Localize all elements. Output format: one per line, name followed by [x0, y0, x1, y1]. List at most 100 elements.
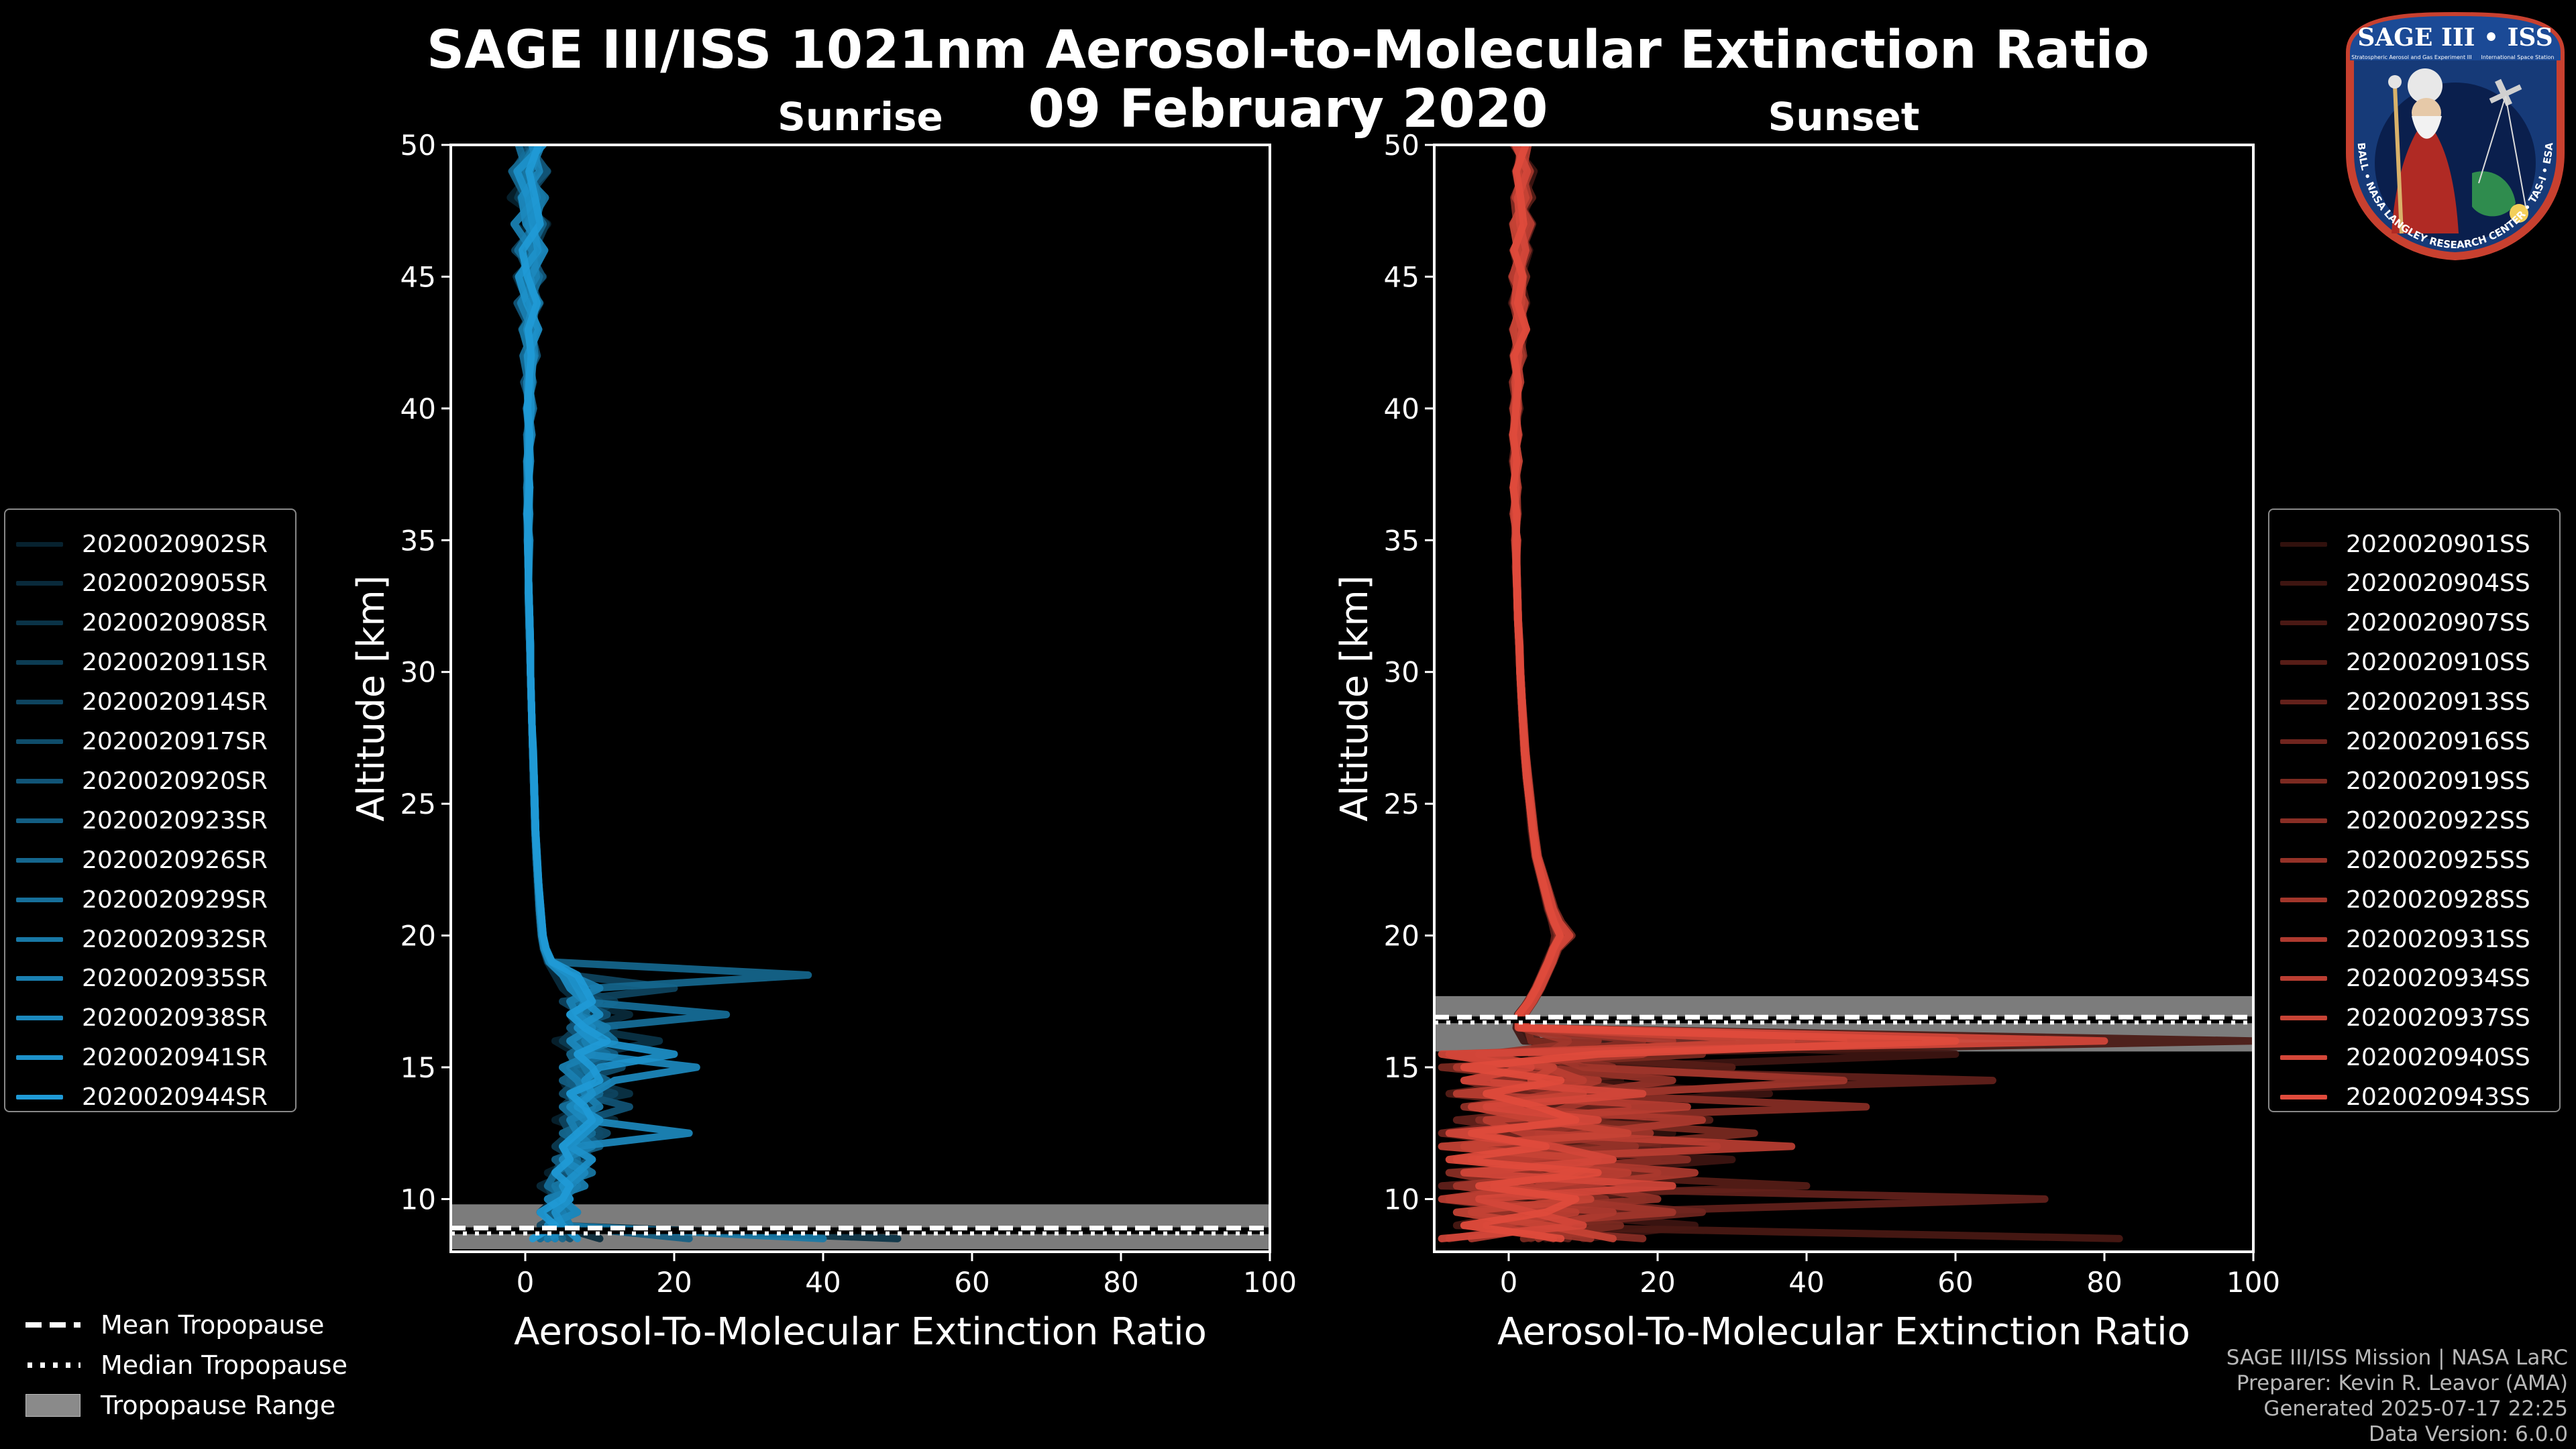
legend-item: 2020020916SS — [2269, 722, 2530, 761]
sunrise-y-tick-label: 50 — [400, 129, 436, 162]
legend-median-tropopause: Median Tropopause — [25, 1345, 347, 1385]
legend-swatch — [16, 1016, 63, 1021]
sunset-x-axis-label: Aerosol-To-Molecular Extinction Ratio — [1497, 1310, 2190, 1354]
legend-item: 2020020917SR — [5, 722, 268, 761]
legend-swatch — [2280, 897, 2327, 902]
legend-swatch — [2280, 700, 2327, 705]
sunset-y-tick-label: 50 — [1384, 129, 1419, 162]
legend-label: 2020020916SS — [2346, 728, 2530, 755]
legend-label: 2020020907SS — [2346, 609, 2530, 637]
legend-item: 2020020910SS — [2269, 643, 2530, 682]
legend-label: 2020020911SR — [82, 649, 268, 677]
sunset-x-tick-label: 40 — [1788, 1266, 1824, 1299]
credit-line: SAGE III/ISS Mission | NASA LaRC — [2226, 1346, 2568, 1370]
legend-item: 2020020940SS — [2269, 1038, 2530, 1077]
legend-swatch — [2280, 1055, 2327, 1061]
sunset-y-tick-label: 30 — [1384, 656, 1419, 689]
legend-swatch — [16, 660, 63, 665]
sunrise-y-tick-label: 40 — [400, 392, 436, 425]
sunrise-y-tick-label: 10 — [400, 1183, 436, 1216]
sage-iii-iss-logo: SAGE III • ISS Stratospheric Aerosol and… — [2346, 12, 2565, 260]
sunset-y-tick-label: 20 — [1384, 920, 1419, 953]
series-line-2020020944SR — [519, 145, 611, 1242]
legend-mean-tropopause: Mean Tropopause — [25, 1305, 347, 1345]
tropopause-legend: Mean Tropopause Median Tropopause Tropop… — [25, 1305, 347, 1426]
legend-label: 2020020923SR — [82, 806, 268, 835]
legend-swatch — [16, 581, 63, 586]
legend-swatch — [2280, 936, 2327, 942]
legend-item: 2020020902SR — [5, 525, 268, 564]
sunset-plot: 0 20 40 60 80 100 10 15 20 25 30 35 40 45 50 Sunset Aero… — [1333, 94, 2280, 1354]
legend-item: 2020020901SS — [2269, 525, 2530, 564]
sunrise-subplot-title: Sunrise — [777, 94, 943, 140]
legend-item: 2020020904SS — [2269, 564, 2530, 603]
legend-swatch — [2280, 1095, 2327, 1100]
legend-item: 2020020911SR — [5, 643, 268, 682]
legend-swatch — [2280, 541, 2327, 547]
legend-swatch — [16, 1095, 63, 1100]
legend-label: 2020020902SR — [82, 530, 268, 558]
legend-label: 2020020920SR — [82, 767, 268, 795]
legend-item: 2020020919SS — [2269, 761, 2530, 800]
legend-tropopause-range: Tropopause Range — [25, 1385, 347, 1426]
sunrise-x-tick-label: 40 — [805, 1266, 841, 1299]
legend-swatch — [2280, 660, 2327, 665]
sunset-y-tick-label: 35 — [1384, 524, 1419, 557]
sunrise-x-axis-label: Aerosol-To-Molecular Extinction Ratio — [514, 1310, 1207, 1354]
legend-item: 2020020907SS — [2269, 604, 2530, 643]
legend-label: 2020020931SS — [2346, 925, 2530, 953]
legend-item: 2020020937SS — [2269, 999, 2530, 1038]
legend-item: 2020020905SR — [5, 564, 268, 603]
legend-item: 2020020920SR — [5, 761, 268, 800]
legend-item: 2020020914SR — [5, 683, 268, 722]
sunrise-x-tick-label: 20 — [656, 1266, 692, 1299]
legend-label: 2020020932SR — [82, 925, 268, 953]
legend-label: 2020020926SR — [82, 846, 268, 874]
legend-swatch — [16, 857, 63, 863]
legend-item: 2020020941SR — [5, 1038, 268, 1077]
legend-swatch — [2280, 581, 2327, 586]
credits: SAGE III/ISS Mission | NASA LaRC Prepare… — [2226, 1345, 2568, 1447]
sunset-x-tick-label: 60 — [1937, 1266, 1973, 1299]
legend-label: 2020020922SS — [2346, 806, 2530, 835]
legend-label: 2020020905SR — [82, 570, 268, 598]
legend-item: 2020020932SR — [5, 920, 268, 959]
series-line-2020020929SR — [514, 145, 731, 1242]
sunrise-y-tick-label: 20 — [400, 920, 436, 953]
legend-label: 2020020928SS — [2346, 885, 2530, 914]
legend-swatch — [2280, 1016, 2327, 1021]
legend-label: 2020020925SS — [2346, 846, 2530, 874]
legend-label: Tropopause Range — [101, 1391, 336, 1420]
legend-swatch — [2280, 818, 2327, 823]
legend-swatch — [2280, 857, 2327, 863]
sunset-subplot-title: Sunset — [1768, 94, 1920, 140]
legend-label: Mean Tropopause — [101, 1310, 325, 1340]
sunset-y-tick-label: 15 — [1384, 1051, 1419, 1084]
sunset-y-tick-label: 25 — [1384, 788, 1419, 820]
legend-item: 2020020925SS — [2269, 841, 2530, 879]
credit-line: Generated 2025-07-17 22:25 — [2263, 1397, 2568, 1421]
legend-swatch — [16, 818, 63, 823]
legend-item: 2020020934SS — [2269, 959, 2530, 998]
sunset-y-tick-label: 10 — [1384, 1183, 1419, 1216]
legend-item: 2020020943SS — [2269, 1078, 2530, 1117]
legend-swatch — [2280, 778, 2327, 784]
legend-item: 2020020926SR — [5, 841, 268, 879]
legend-label: 2020020940SS — [2346, 1044, 2530, 1072]
sunrise-y-tick-label: 35 — [400, 524, 436, 557]
sunset-x-tick-label: 20 — [1640, 1266, 1675, 1299]
legend-swatch — [16, 897, 63, 902]
legend-swatch — [16, 739, 63, 744]
legend-swatch — [16, 976, 63, 981]
sunrise-y-tick-label: 30 — [400, 656, 436, 689]
legend-swatch — [2280, 621, 2327, 626]
sunrise-x-tick-label: 60 — [954, 1266, 989, 1299]
credit-line: Data Version: 6.0.0 — [2368, 1422, 2568, 1446]
legend-item: 2020020929SR — [5, 880, 268, 919]
legend-swatch — [16, 700, 63, 705]
sunset-y-tick-label: 40 — [1384, 392, 1419, 425]
legend-label: 2020020934SS — [2346, 965, 2530, 993]
legend-label: 2020020944SR — [82, 1083, 268, 1112]
legend-item: 2020020935SR — [5, 959, 268, 998]
